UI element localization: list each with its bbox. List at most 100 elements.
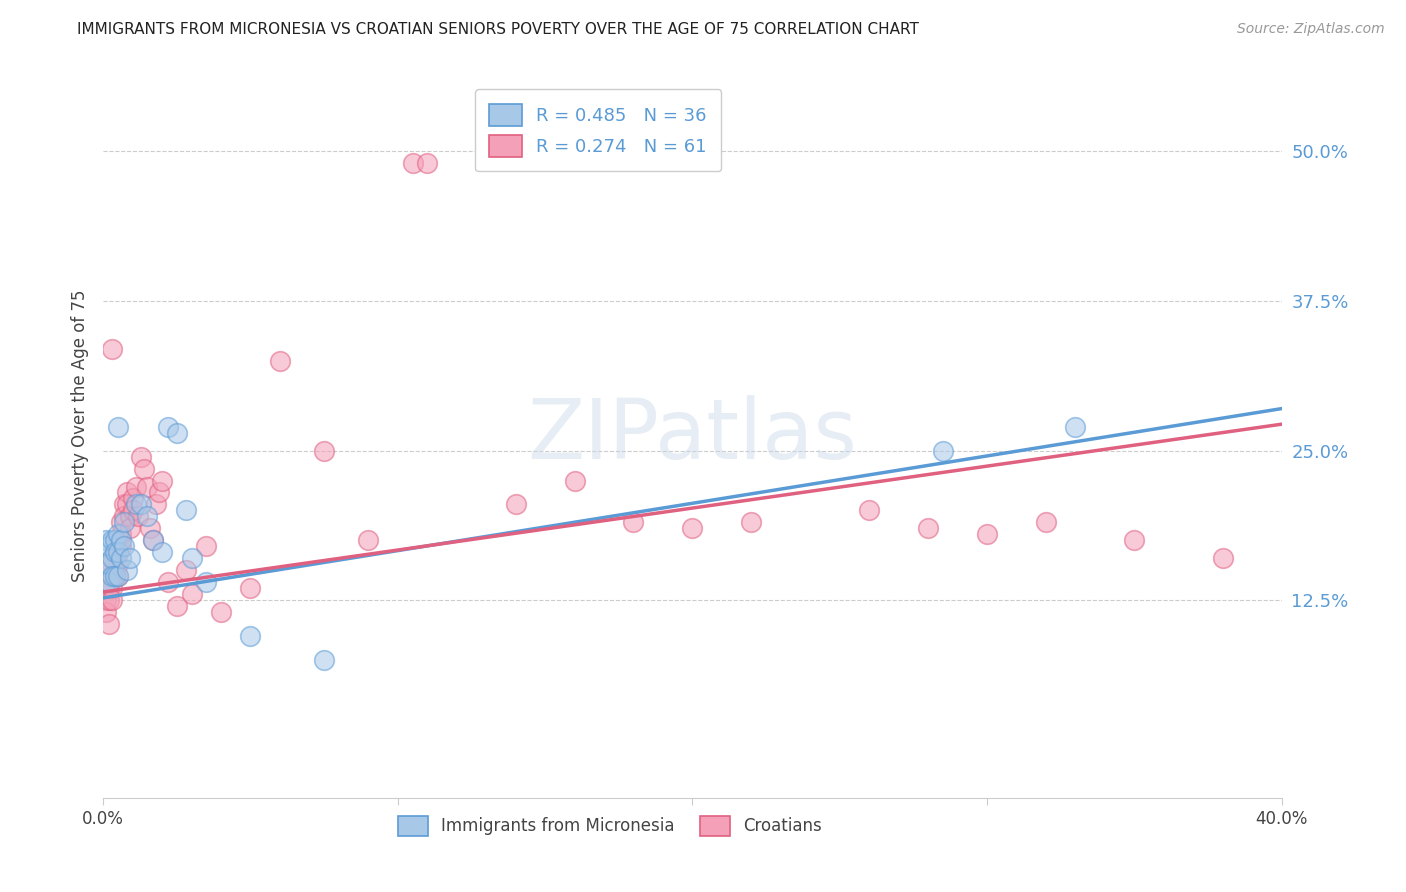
Point [932,443,955,458]
Point [121,503,143,517]
Point [269,353,291,368]
Point [136,509,159,524]
Point [124,479,146,493]
Point [104,569,127,583]
Point [401,156,423,170]
Point [101,582,124,596]
Point [101,533,124,548]
Point [107,569,129,583]
Point [98,575,121,590]
Point [139,521,162,535]
Point [740,516,762,530]
Point [564,474,586,488]
Point [209,605,232,619]
Point [98,617,121,632]
Point [180,587,202,601]
Point [110,533,132,548]
Point [1064,419,1087,434]
Point [156,575,179,590]
Point [107,545,129,559]
Point [101,551,124,566]
Point [110,527,132,541]
Point [112,498,135,512]
Text: Source: ZipAtlas.com: Source: ZipAtlas.com [1237,22,1385,37]
Point [94,558,117,572]
Text: ZIPatlas: ZIPatlas [527,395,858,476]
Point [101,342,124,356]
Point [1035,516,1057,530]
Point [136,479,159,493]
Point [174,503,197,517]
Point [118,551,141,566]
Point [115,485,138,500]
Legend: Immigrants from Micronesia, Croatians: Immigrants from Micronesia, Croatians [389,807,830,844]
Point [94,533,117,548]
Point [150,545,173,559]
Point [166,425,188,440]
Point [118,521,141,535]
Y-axis label: Seniors Poverty Over the Age of 75: Seniors Poverty Over the Age of 75 [72,289,89,582]
Point [142,533,165,548]
Point [104,569,127,583]
Point [94,575,117,590]
Point [195,540,218,554]
Point [101,569,124,583]
Point [1212,551,1234,566]
Point [976,527,998,541]
Point [142,533,165,548]
Point [239,629,262,643]
Point [127,509,149,524]
Point [104,545,127,559]
Point [104,558,127,572]
Point [110,540,132,554]
Point [174,563,197,577]
Point [145,498,167,512]
Point [98,558,121,572]
Point [107,569,129,583]
Point [623,516,645,530]
Point [1123,533,1146,548]
Point [357,533,380,548]
Point [107,533,129,548]
Point [115,563,138,577]
Point [107,558,129,572]
Point [115,498,138,512]
Point [118,509,141,524]
Point [110,551,132,566]
Point [166,599,188,614]
Point [112,509,135,524]
Point [107,545,129,559]
Point [416,156,439,170]
Point [195,575,218,590]
Point [98,593,121,607]
Point [858,503,880,517]
Point [112,540,135,554]
Point [314,653,336,667]
Point [98,540,121,554]
Point [134,461,156,475]
Point [94,593,117,607]
Text: IMMIGRANTS FROM MICRONESIA VS CROATIAN SENIORS POVERTY OVER THE AGE OF 75 CORREL: IMMIGRANTS FROM MICRONESIA VS CROATIAN S… [77,22,920,37]
Point [314,443,336,458]
Point [104,545,127,559]
Point [148,485,170,500]
Point [98,582,121,596]
Point [156,419,179,434]
Point [131,498,153,512]
Point [239,582,262,596]
Point [112,516,135,530]
Point [101,558,124,572]
Point [131,450,153,464]
Point [124,498,146,512]
Point [94,605,117,619]
Point [101,593,124,607]
Point [104,533,127,548]
Point [107,419,129,434]
Point [150,474,173,488]
Point [110,516,132,530]
Point [917,521,939,535]
Point [107,527,129,541]
Point [121,491,143,506]
Point [101,569,124,583]
Point [681,521,703,535]
